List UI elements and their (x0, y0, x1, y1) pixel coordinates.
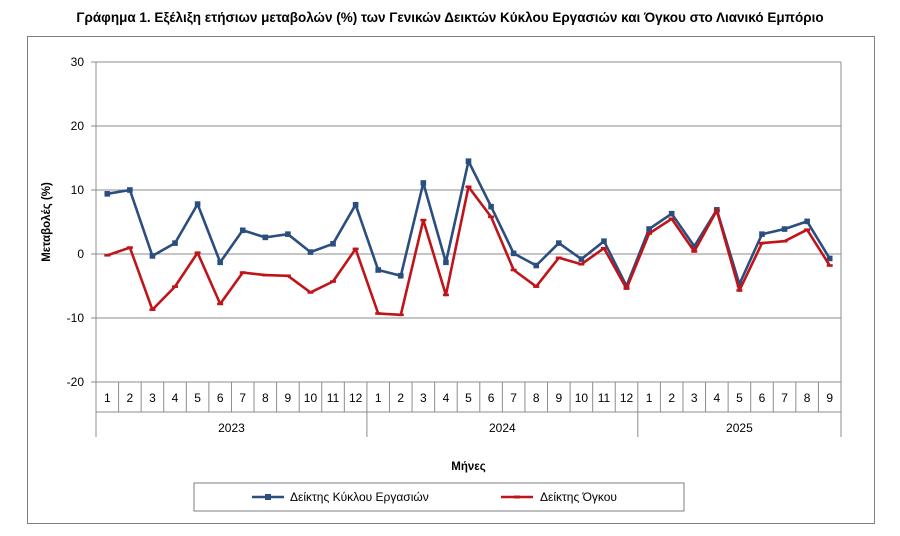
data-point-marker (104, 191, 111, 197)
month-label: 11 (598, 391, 611, 405)
data-point-marker (804, 218, 810, 225)
month-label: 8 (804, 391, 811, 405)
month-label: 1 (104, 391, 111, 405)
year-label: 2025 (726, 421, 753, 435)
y-tick-label: 0 (77, 247, 84, 261)
month-label: 5 (736, 391, 743, 405)
chart-frame (27, 36, 875, 524)
month-label: 10 (304, 391, 318, 405)
month-label: 6 (488, 391, 495, 405)
data-point-marker (420, 180, 427, 186)
data-point-marker (556, 240, 562, 246)
data-point-marker (601, 238, 607, 244)
month-label: 6 (759, 391, 766, 405)
data-point-marker (262, 234, 269, 241)
data-point-marker (510, 250, 517, 257)
month-label: 2 (127, 391, 134, 405)
month-label: 12 (349, 391, 363, 405)
month-label: 5 (194, 391, 201, 405)
month-label: 2 (397, 391, 404, 405)
month-label: 11 (327, 391, 340, 405)
data-point-marker (194, 201, 201, 207)
y-axis-label: Μεταβολές (%) (41, 182, 53, 262)
month-label: 3 (691, 391, 698, 405)
month-label: 7 (239, 391, 246, 405)
month-label: 12 (620, 391, 634, 405)
y-tick-labels: 30 20 10 0 -10 -20 (67, 55, 85, 389)
month-label: 7 (510, 391, 517, 405)
y-tick-label: -20 (67, 375, 85, 389)
month-label: 7 (781, 391, 788, 405)
data-point-marker (149, 253, 156, 259)
data-point-marker (488, 203, 494, 210)
data-point-marker (352, 201, 359, 208)
data-point-marker (239, 227, 246, 234)
month-label: 9 (826, 391, 833, 405)
month-label: 8 (262, 391, 269, 405)
month-label: 3 (420, 391, 427, 405)
data-point-marker (578, 256, 585, 262)
y-tick-label: 30 (71, 55, 85, 69)
data-point-marker (217, 259, 223, 266)
month-label: 4 (713, 391, 720, 405)
month-label: 4 (443, 391, 450, 405)
data-point-marker (285, 231, 291, 237)
y-tick-label: 10 (71, 183, 85, 197)
data-point-marker (443, 259, 449, 266)
data-point-marker (736, 281, 743, 287)
y-tick-label: 20 (71, 119, 85, 133)
month-label: 2 (668, 391, 675, 405)
month-label: 9 (555, 391, 562, 405)
data-point-marker (172, 240, 178, 246)
year-label: 2023 (218, 421, 245, 435)
data-point-marker (826, 255, 833, 262)
month-label: 1 (375, 391, 382, 405)
month-label: 4 (172, 391, 179, 405)
month-label: 1 (646, 391, 653, 405)
month-label: 8 (533, 391, 540, 405)
data-point-marker (375, 267, 381, 273)
data-point-marker (668, 210, 675, 217)
data-point-marker (397, 272, 404, 279)
y-tick-label: -10 (67, 311, 85, 325)
data-point-marker (691, 243, 698, 250)
x-category-axis: 1 2 3 4 5 6 7 8 9 10 11 12 1 2 3 4 5 6 7 8 9 10 11 12 1 2 3 4 5 6 7 8 92… (95, 382, 842, 437)
month-label: 5 (465, 391, 472, 405)
data-point-marker (465, 158, 472, 164)
gridlines (91, 61, 841, 383)
legend: Δείκτης Κύκλου Εργασιών Δείκτης Όγκου (193, 482, 685, 512)
data-point-marker (533, 262, 540, 269)
x-axis-label: Μήνες (451, 461, 485, 473)
month-label: 6 (217, 391, 224, 405)
legend-swatch-marker (265, 494, 271, 500)
year-label: 2024 (489, 421, 516, 435)
chart-title: Γράφημα 1. Εξέλιξη ετήσιων μεταβολών (%)… (76, 10, 824, 25)
data-point-marker (759, 231, 765, 237)
data-point-marker (127, 187, 133, 193)
axes (95, 62, 842, 437)
data-point-marker (781, 226, 788, 232)
legend-label: Δείκτης Κύκλου Εργασιών (290, 490, 429, 504)
month-label: 10 (575, 391, 589, 405)
series-lines (104, 158, 833, 317)
data-point-marker (330, 240, 336, 247)
legend-label: Δείκτης Όγκου (540, 490, 617, 504)
data-point-marker (307, 249, 314, 255)
month-label: 3 (149, 391, 156, 405)
month-label: 9 (285, 391, 292, 405)
data-point-marker (646, 226, 652, 232)
